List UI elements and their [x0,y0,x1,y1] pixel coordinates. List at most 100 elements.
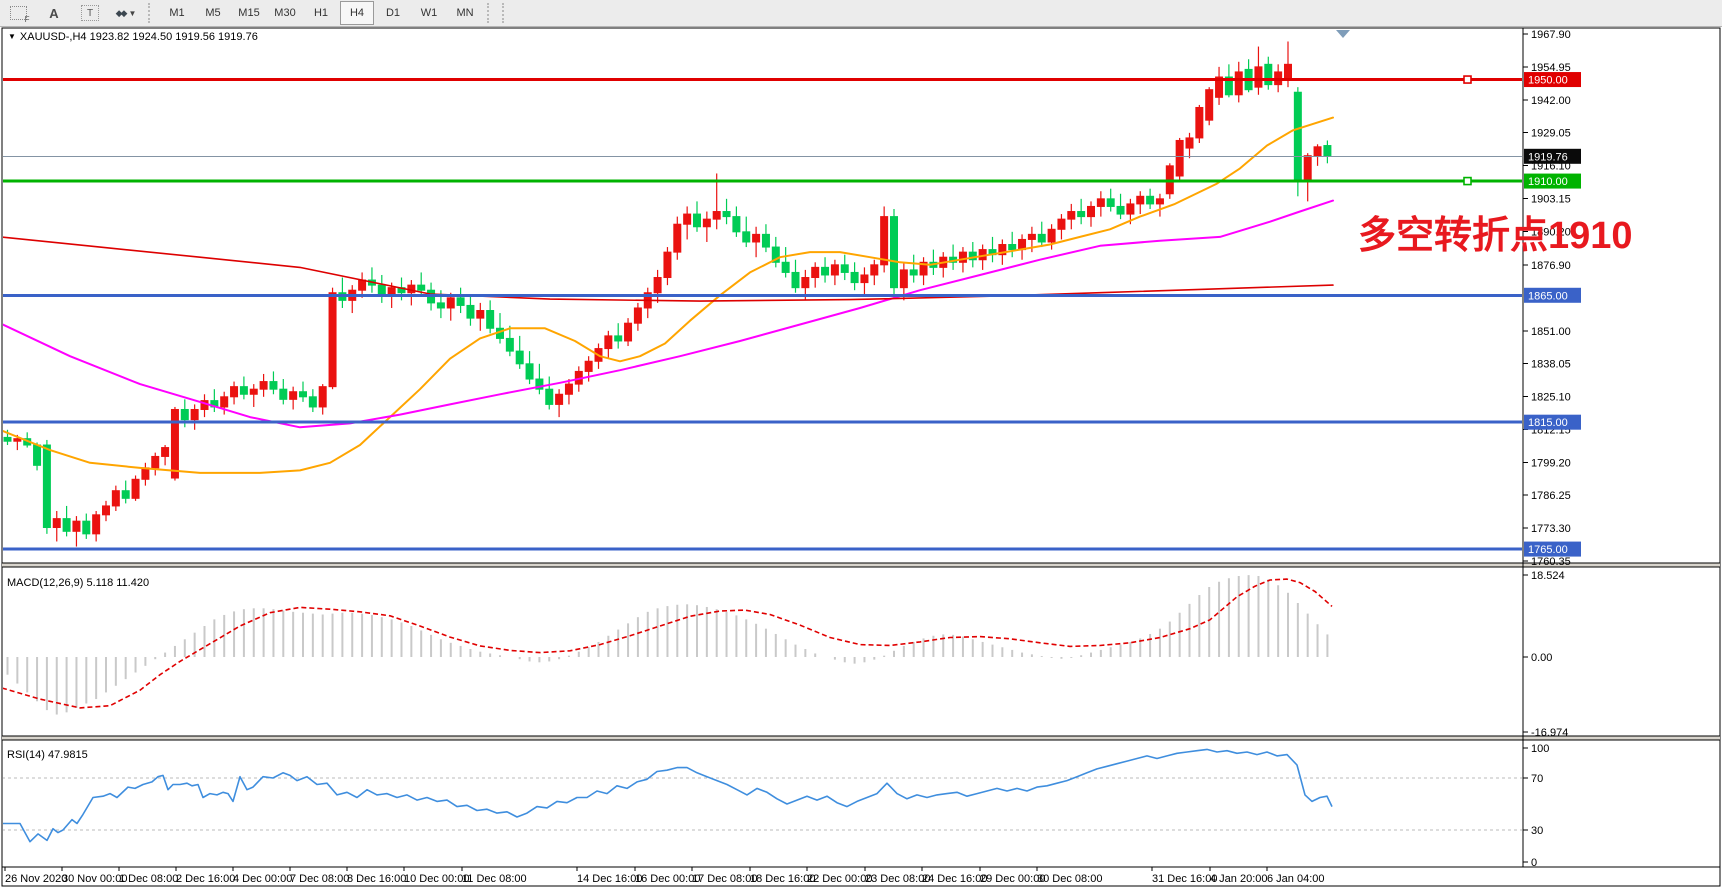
timeframe-button-h4[interactable]: H4 [340,1,374,25]
line-handle [1463,176,1472,186]
crosshair-grid-icon[interactable]: F [1,1,35,25]
candle [653,277,662,294]
candle [614,335,623,342]
price-tick: 1903.15 [1531,193,1571,205]
text-tool-icon[interactable]: T [73,1,107,25]
candle [505,337,514,352]
symbol-dropdown-icon[interactable]: ▼ [8,32,16,41]
rsi-tick: 30 [1531,825,1543,837]
chart-shift-marker-icon [1336,30,1350,38]
candle [909,269,918,276]
candle [801,277,810,289]
chart-title[interactable]: ▼ XAUUSD-,H4 1923.82 1924.50 1919.56 1919… [8,31,258,43]
candle [791,271,800,289]
price-badge [1524,287,1581,303]
timeframe-button-mn[interactable]: MN [456,7,474,19]
price-badge [1524,173,1581,189]
price-tick: 1851.00 [1531,326,1571,338]
candle [289,391,298,400]
ma-red [3,236,1334,302]
shapes-tool-icon[interactable]: ◆◆ ▼ [109,1,143,25]
macd-signal-line [3,578,1333,709]
date-label: 30 Nov 00:00 [62,873,127,885]
candle [72,520,81,532]
candle [239,386,248,395]
date-label: 22 Dec 00:00 [807,873,872,885]
date-label: 26 Nov 2020 [5,873,67,885]
macd-tick: 18.524 [1531,570,1565,582]
candle [545,388,554,405]
candle [1096,198,1105,207]
candle [1205,89,1214,121]
candle [1116,205,1125,215]
candle [584,360,593,372]
candle [1047,228,1056,243]
price-tick: 1967.90 [1531,29,1571,41]
candle [604,335,613,350]
candle [998,244,1007,256]
timeframe-button-w1[interactable]: W1 [420,7,438,19]
timeframe-button-m5[interactable]: M5 [205,7,221,19]
timeframe-button-h1[interactable]: H1 [313,7,329,19]
date-label: 30 Dec 08:00 [1037,873,1102,885]
candle [781,261,790,273]
candle [761,233,770,248]
candle [82,520,91,535]
font-label-icon[interactable]: A [37,1,71,25]
candle [1284,63,1292,81]
timeframe-button-m30[interactable]: M30 [274,7,296,19]
toolbar: F A T ◆◆ ▼ M1 M5 M15 M30 H1 H4 D1 W1 MN [0,0,1722,27]
line-handle [1463,75,1472,84]
candle [62,518,71,532]
candle [141,467,150,480]
timeframe-button-m15[interactable]: M15 [238,7,260,19]
candle [1136,195,1145,205]
price-tick: 1929.05 [1531,128,1571,140]
candle [220,396,229,408]
price-badge-value: 1765.00 [1528,544,1568,556]
rsi-tick: 100 [1531,743,1549,755]
date-label: 24 Dec 16:00 [922,873,987,885]
date-label: 18 Dec 16:00 [750,873,815,885]
timeframe-button-m1[interactable]: M1 [169,7,185,19]
candle [151,455,160,469]
date-label: 17 Dec 08:00 [692,873,757,885]
candle [1077,211,1086,218]
date-label: 31 Dec 16:00 [1152,873,1217,885]
candle [742,231,751,243]
candle [1215,76,1224,98]
timeframe-button-d1[interactable]: D1 [385,7,401,19]
candle [1155,198,1164,205]
candle [1195,106,1204,139]
candle [663,251,672,279]
price-tick: 1799.20 [1531,457,1571,469]
chevron-down-icon[interactable]: ▼ [128,8,137,18]
price-badge-value: 1950.00 [1528,75,1568,87]
candle [111,490,120,507]
candle [446,297,455,309]
candle [1067,211,1076,220]
candle [1293,91,1302,182]
ma-orange [3,116,1334,474]
candle [1126,203,1135,215]
toolbar-separator [487,3,494,23]
candle [486,310,495,329]
candle [515,350,524,365]
candle [771,246,780,263]
candle [279,388,288,400]
candle [170,408,179,479]
candle [190,408,199,421]
candle [1234,71,1243,96]
candle [249,388,258,395]
date-label: 6 Jan 04:00 [1267,873,1325,885]
candle [732,216,741,233]
rsi-tick: 0 [1531,857,1537,869]
price-tick: 1890.20 [1531,226,1571,238]
candle [42,444,51,529]
price-tick: 1838.05 [1531,359,1571,371]
date-label: 16 Dec 00:00 [635,873,700,885]
toolbar-separator [502,3,509,23]
annotation-text[interactable]: 多空转折点1910 [1358,215,1633,257]
